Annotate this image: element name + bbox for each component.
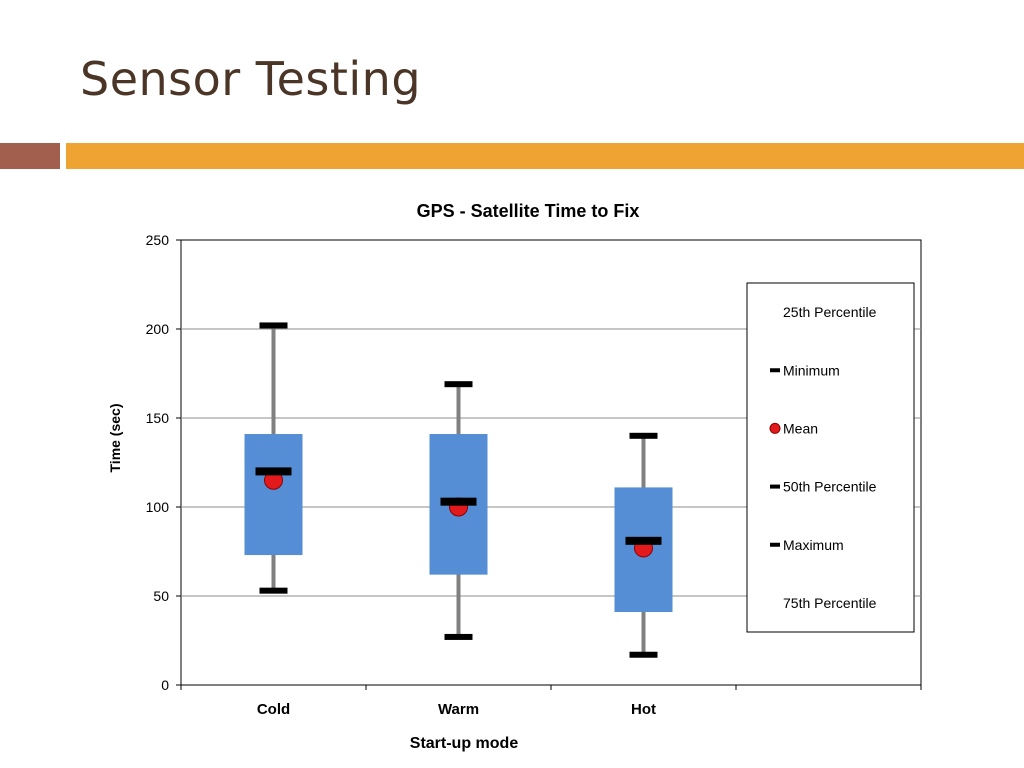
y-tick-label: 150 [146,410,170,426]
y-tick-label: 200 [146,321,170,337]
legend-item-label: Maximum [783,537,844,553]
median-marker [440,497,477,506]
legend-item-label: Minimum [783,362,840,378]
legend-marker-dash [770,484,780,489]
accent-bar-right [66,143,1024,169]
legend-marker-circle [769,422,781,434]
box-cold [244,434,303,556]
legend-item-label: 50th Percentile [783,479,877,495]
maximum-marker [259,322,288,329]
minimum-marker [629,651,658,658]
legend-box [746,282,915,633]
y-tick-label: 100 [146,499,170,515]
legend-marker-dash [770,368,780,373]
legend-item-label: Mean [783,420,818,436]
chart-title: GPS - Satellite Time to Fix [417,201,640,221]
y-tick-label: 0 [161,677,169,693]
y-axis-label: Time (sec) [107,404,123,473]
x-tick-label: Cold [257,701,290,718]
legend-item-label: 75th Percentile [783,595,877,611]
minimum-marker [259,587,288,594]
legend-item-label: 25th Percentile [783,304,877,320]
y-tick-label: 50 [153,588,169,604]
legend-marker-dash [770,542,780,547]
median-marker [625,536,662,545]
maximum-marker [444,381,473,388]
accent-bar-left [0,143,60,169]
x-axis-label: Start-up mode [410,735,519,752]
median-marker [255,467,292,476]
x-tick-label: Hot [631,701,656,718]
x-tick-label: Warm [438,701,479,718]
slide-title: Sensor Testing [80,52,422,106]
y-tick-label: 250 [146,232,170,248]
maximum-marker [629,432,658,439]
minimum-marker [444,633,473,640]
